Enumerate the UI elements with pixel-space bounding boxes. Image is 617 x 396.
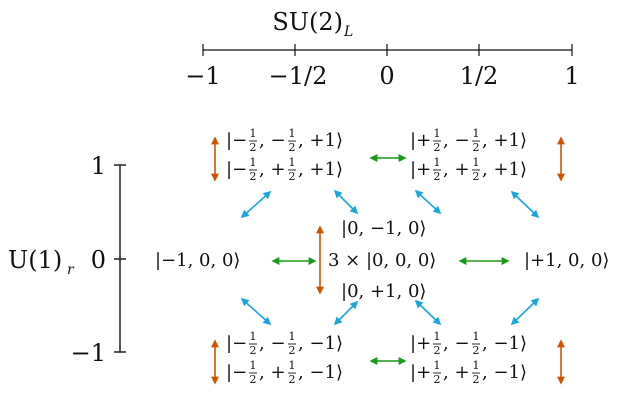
svg-text:1: 1 <box>250 156 257 169</box>
svg-text:2: 2 <box>289 373 296 386</box>
svg-text:|−: |− <box>226 362 247 383</box>
u1-axis-subscript: r <box>67 262 75 278</box>
su2-tick-label: −1/2 <box>269 62 328 90</box>
svg-text:1: 1 <box>250 330 257 343</box>
svg-text:2: 2 <box>250 373 257 386</box>
svg-text:, +: , + <box>259 362 286 383</box>
state-bottom-right-lower: |+ 1 2 , + 1 2 , −1⟩ <box>410 359 527 386</box>
svg-text:, +1⟩: , +1⟩ <box>482 159 527 180</box>
state-center-triplet: 3 × |0, 0, 0⟩ <box>328 250 436 271</box>
svg-text:|+: |+ <box>410 130 431 151</box>
su2-tick-label: 1/2 <box>460 62 499 90</box>
svg-text:2: 2 <box>434 344 441 357</box>
su2-tick-label: −1 <box>185 62 220 90</box>
svg-text:1: 1 <box>289 330 296 343</box>
svg-text:, −1⟩: , −1⟩ <box>482 333 527 354</box>
svg-text:, +: , + <box>259 159 286 180</box>
state-bottom-left-lower: |− 1 2 , + 1 2 , −1⟩ <box>226 359 343 386</box>
svg-text:, −1⟩: , −1⟩ <box>298 362 343 383</box>
svg-text:2: 2 <box>250 344 257 357</box>
svg-text:1: 1 <box>434 156 441 169</box>
state-right-middle: |+1, 0, 0⟩ <box>524 250 609 271</box>
svg-text:, +1⟩: , +1⟩ <box>298 159 343 180</box>
state-bottom-right-upper: |+ 1 2 , − 1 2 , −1⟩ <box>410 330 527 357</box>
svg-text:2: 2 <box>289 344 296 357</box>
cyan-arrows <box>240 189 540 326</box>
svg-text:, −1⟩: , −1⟩ <box>482 362 527 383</box>
svg-text:2: 2 <box>473 373 480 386</box>
u1-axis: 1 0 −1 U(1) r <box>8 152 126 367</box>
svg-text:1: 1 <box>289 359 296 372</box>
state-center-upper: |0, −1, 0⟩ <box>341 218 426 239</box>
orange-arrows <box>211 136 565 385</box>
svg-text:2: 2 <box>289 141 296 154</box>
svg-text:, +: , + <box>443 159 470 180</box>
su2-tick-label: 1 <box>564 62 579 90</box>
svg-text:2: 2 <box>250 170 257 183</box>
green-arrows <box>271 154 510 365</box>
u1-axis-label: U(1) <box>8 246 62 274</box>
arrow-cyan <box>414 189 442 215</box>
svg-text:, +1⟩: , +1⟩ <box>298 130 343 151</box>
svg-text:2: 2 <box>473 344 480 357</box>
svg-text:1: 1 <box>473 127 480 140</box>
svg-text:1: 1 <box>250 359 257 372</box>
svg-text:1: 1 <box>250 127 257 140</box>
u1-tick-label: 0 <box>91 246 106 274</box>
state-bottom-left-upper: |− 1 2 , − 1 2 , −1⟩ <box>226 330 343 357</box>
arrow-cyan <box>510 297 540 326</box>
state-center-lower: |0, +1, 0⟩ <box>341 281 426 302</box>
svg-text:1: 1 <box>473 156 480 169</box>
svg-text:, +1⟩: , +1⟩ <box>482 130 527 151</box>
svg-text:2: 2 <box>434 141 441 154</box>
svg-text:1: 1 <box>289 127 296 140</box>
svg-text:1: 1 <box>434 330 441 343</box>
arrow-cyan <box>240 297 272 326</box>
u1-tick-label: −1 <box>71 339 106 367</box>
arrow-cyan <box>510 190 540 219</box>
svg-text:2: 2 <box>473 170 480 183</box>
arrow-cyan <box>240 190 272 219</box>
svg-text:|−: |− <box>226 130 247 151</box>
svg-text:2: 2 <box>289 170 296 183</box>
svg-text:|−: |− <box>226 333 247 354</box>
arrow-cyan <box>333 300 359 326</box>
svg-text:1: 1 <box>289 156 296 169</box>
arrow-cyan <box>414 299 442 326</box>
svg-text:2: 2 <box>250 141 257 154</box>
svg-text:, −: , − <box>443 130 470 151</box>
su2-axis: SU(2) L −1 −1/2 0 1/2 1 <box>185 8 579 90</box>
su2-tick-label: 0 <box>379 62 394 90</box>
svg-text:, +: , + <box>443 362 470 383</box>
svg-text:1: 1 <box>473 330 480 343</box>
svg-text:, −: , − <box>259 333 286 354</box>
svg-text:1: 1 <box>434 359 441 372</box>
state-top-left-lower: |− 1 2 , + 1 2 , +1⟩ <box>226 156 343 183</box>
svg-text:2: 2 <box>434 170 441 183</box>
state-top-right-lower: |+ 1 2 , + 1 2 , +1⟩ <box>410 156 527 183</box>
svg-text:, −: , − <box>443 333 470 354</box>
svg-text:1: 1 <box>434 127 441 140</box>
state-top-right-upper: |+ 1 2 , − 1 2 , +1⟩ <box>410 127 527 154</box>
su2-axis-label: SU(2) <box>272 8 343 36</box>
arrow-cyan <box>333 189 359 215</box>
svg-text:, −: , − <box>259 130 286 151</box>
su2-axis-subscript: L <box>343 24 353 40</box>
svg-text:|+: |+ <box>410 159 431 180</box>
state-left-middle: |−1, 0, 0⟩ <box>155 250 240 271</box>
svg-text:|+: |+ <box>410 362 431 383</box>
svg-text:|+: |+ <box>410 333 431 354</box>
state-top-left-upper: |− 1 2 , − 1 2 , +1⟩ <box>226 127 343 154</box>
svg-text:2: 2 <box>434 373 441 386</box>
svg-text:2: 2 <box>473 141 480 154</box>
u1-tick-label: 1 <box>91 152 106 180</box>
svg-text:|−: |− <box>226 159 247 180</box>
svg-text:, −1⟩: , −1⟩ <box>298 333 343 354</box>
svg-text:1: 1 <box>473 359 480 372</box>
